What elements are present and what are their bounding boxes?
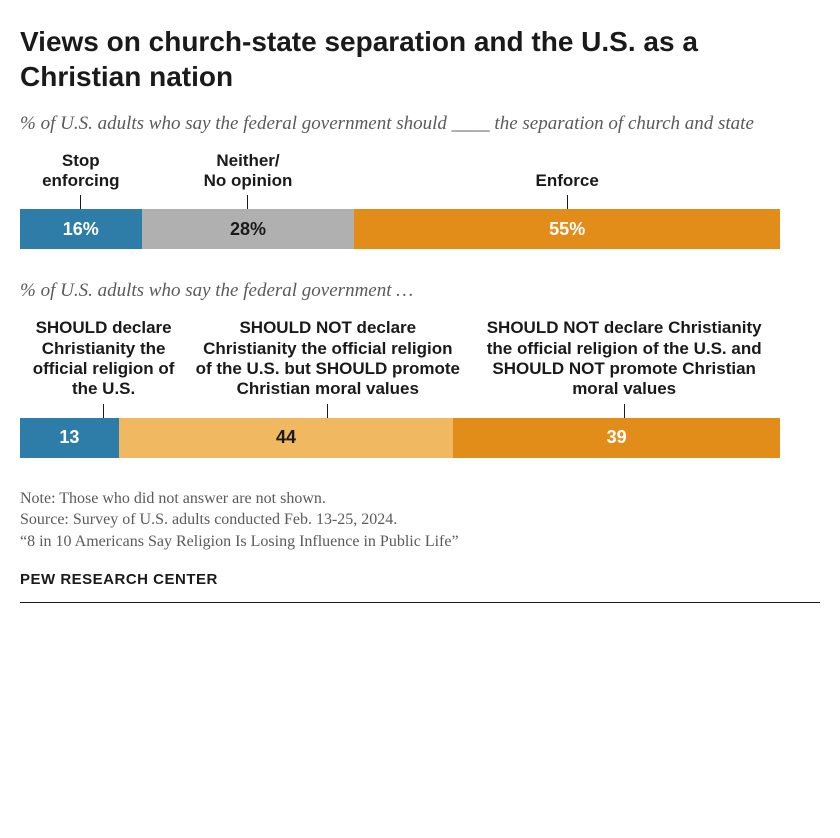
- segment-label-col: SHOULD NOT declare Christianity the offi…: [468, 318, 780, 418]
- segment-label-col: SHOULD NOT declare Christianity the offi…: [187, 318, 468, 418]
- bottom-rule: [20, 602, 820, 603]
- attribution: PEW RESEARCH CENTER: [20, 571, 820, 588]
- chart2-bar: 134439: [20, 418, 780, 458]
- segment-label-col: Stopenforcing: [20, 151, 142, 210]
- segment-label: SHOULD declare Christianity the official…: [20, 318, 187, 400]
- chart2-subtitle: % of U.S. adults who say the federal gov…: [20, 279, 820, 304]
- source-line: Source: Survey of U.S. adults conducted …: [20, 509, 820, 531]
- bar-segment: 13: [20, 418, 119, 458]
- segment-label: Enforce: [530, 171, 605, 191]
- note-line: Note: Those who did not answer are not s…: [20, 488, 820, 510]
- tick-mark: [567, 195, 568, 209]
- bar-segment: 16%: [20, 209, 142, 249]
- chart1: Stopenforcing Neither/No opinion Enforce 1…: [20, 151, 820, 250]
- main-title: Views on church-state separation and the…: [20, 24, 820, 94]
- chart2-labels-row: SHOULD declare Christianity the official…: [20, 318, 780, 418]
- bar-segment: 44: [119, 418, 453, 458]
- bar-segment: 39: [453, 418, 780, 458]
- notes-block: Note: Those who did not answer are not s…: [20, 488, 820, 553]
- segment-label: Neither/No opinion: [198, 151, 299, 192]
- segment-label: SHOULD NOT declare Christianity the offi…: [468, 318, 780, 400]
- chart1-subtitle: % of U.S. adults who say the federal gov…: [20, 112, 820, 137]
- bar-segment: 55%: [354, 209, 780, 249]
- chart1-labels-row: Stopenforcing Neither/No opinion Enforce: [20, 151, 780, 210]
- segment-label-col: SHOULD declare Christianity the official…: [20, 318, 187, 418]
- segment-label: Stopenforcing: [36, 151, 125, 192]
- segment-label: SHOULD NOT declare Christianity the offi…: [187, 318, 468, 400]
- report-line: “8 in 10 Americans Say Religion Is Losin…: [20, 531, 820, 553]
- chart2: SHOULD declare Christianity the official…: [20, 318, 820, 458]
- chart1-bar: 16%28%55%: [20, 209, 780, 249]
- segment-label-col: Neither/No opinion: [142, 151, 355, 210]
- tick-mark: [80, 195, 81, 209]
- bar-segment: 28%: [142, 209, 355, 249]
- tick-mark: [247, 195, 248, 209]
- segment-label-col: Enforce: [354, 171, 780, 209]
- tick-mark: [327, 404, 328, 418]
- tick-mark: [103, 404, 104, 418]
- tick-mark: [624, 404, 625, 418]
